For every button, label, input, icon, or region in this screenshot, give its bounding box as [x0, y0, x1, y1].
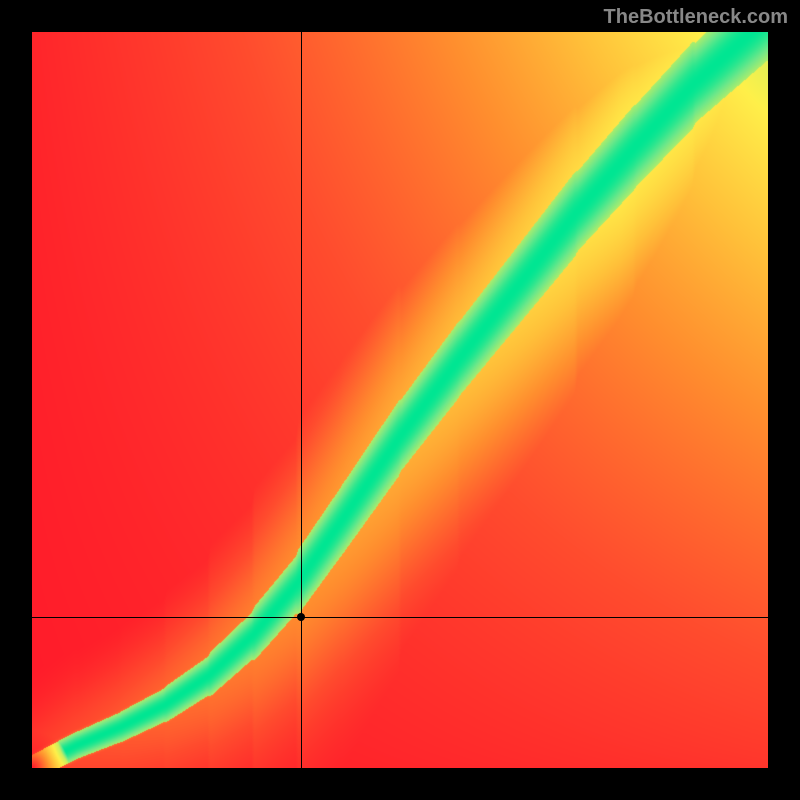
crosshair-horizontal — [32, 617, 768, 618]
heatmap-canvas — [32, 32, 768, 768]
watermark: TheBottleneck.com — [604, 6, 788, 29]
plot-area — [32, 32, 768, 768]
crosshair-marker — [297, 613, 305, 621]
crosshair-vertical — [301, 32, 302, 768]
